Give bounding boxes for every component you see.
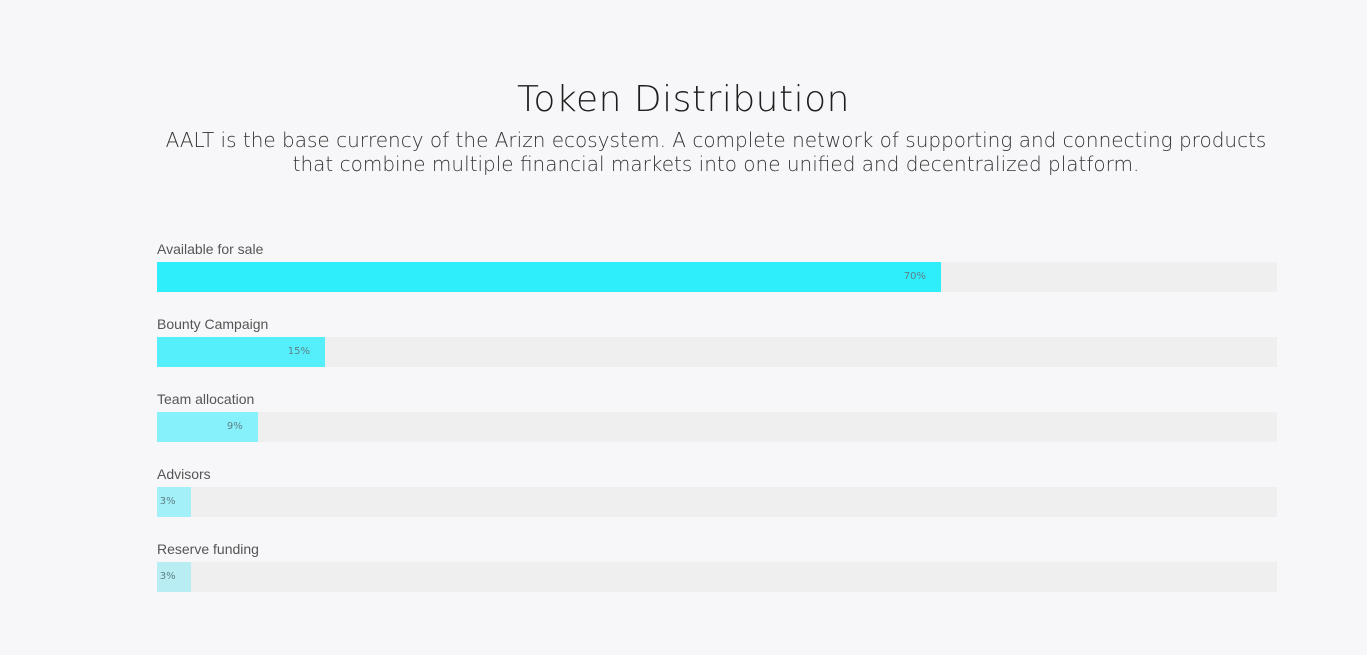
- progress-track: 70%: [157, 262, 1277, 292]
- percent-label: 9%: [226, 421, 243, 432]
- bar-item-advisors: Advisors 3%: [157, 463, 1277, 538]
- percent-label: 15%: [287, 346, 310, 357]
- progress-track: 15%: [157, 337, 1277, 367]
- subtitle-line-1: AALT is the base currency of the Arizn e…: [165, 128, 1267, 152]
- progress-track: 3%: [157, 487, 1277, 517]
- progress-track: 3%: [157, 562, 1277, 592]
- bar-label: Team allocation: [157, 391, 255, 407]
- bar-item-team-allocation: Team allocation 9%: [157, 388, 1277, 463]
- page-subtitle: AALT is the base currency of the Arizn e…: [160, 128, 1272, 176]
- bar-item-available-for-sale: Available for sale 70%: [157, 238, 1277, 313]
- bar-label: Advisors: [157, 466, 211, 482]
- progress-fill: 15%: [157, 337, 325, 367]
- bar-label: Bounty Campaign: [157, 316, 269, 332]
- progress-fill: 3%: [157, 487, 191, 517]
- bar-item-bounty-campaign: Bounty Campaign 15%: [157, 313, 1277, 388]
- distribution-bars: Available for sale 70% Bounty Campaign 1…: [157, 238, 1277, 613]
- progress-fill: 70%: [157, 262, 941, 292]
- progress-track: 9%: [157, 412, 1277, 442]
- percent-label: 3%: [159, 496, 176, 507]
- subtitle-line-2: that combine multiple financial markets …: [292, 152, 1140, 176]
- percent-label: 70%: [903, 271, 926, 282]
- bar-label: Available for sale: [157, 241, 264, 257]
- page-title: Token Distribution: [517, 79, 850, 120]
- progress-fill: 9%: [157, 412, 258, 442]
- bar-item-reserve-funding: Reserve funding 3%: [157, 538, 1277, 613]
- bar-label: Reserve funding: [157, 541, 259, 557]
- percent-label: 3%: [159, 571, 176, 582]
- progress-fill: 3%: [157, 562, 191, 592]
